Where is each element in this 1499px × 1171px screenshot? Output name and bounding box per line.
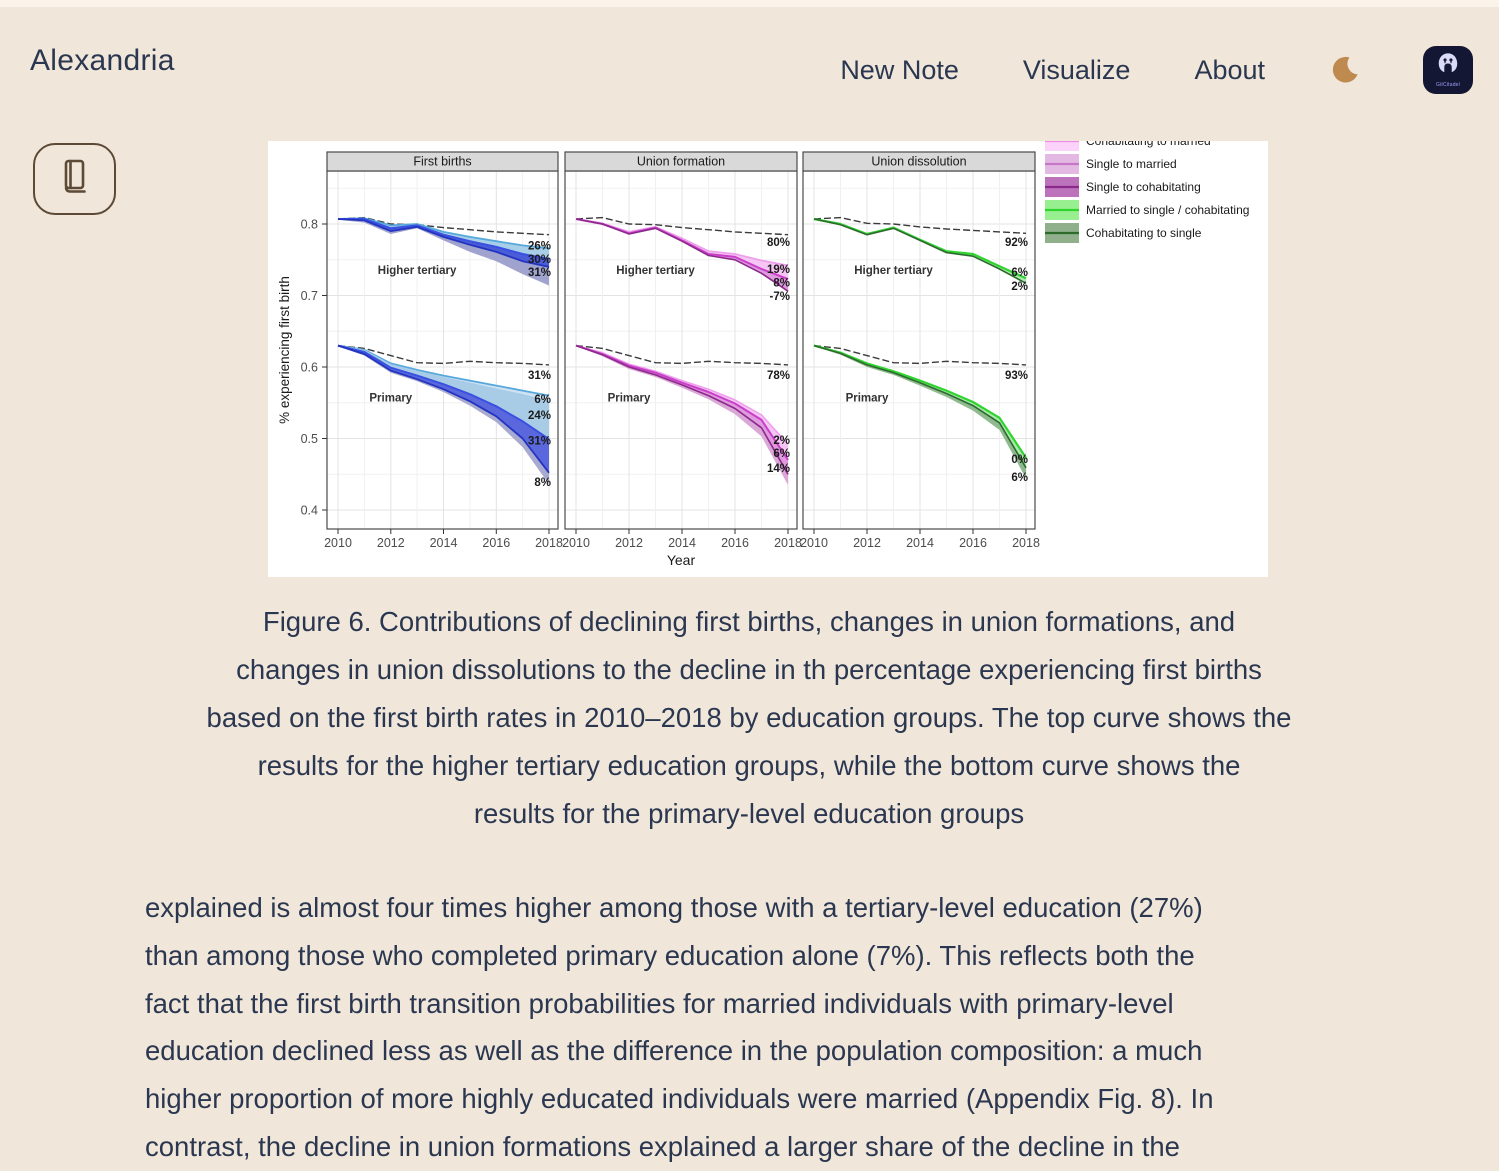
svg-text:78%: 78% [767,370,790,382]
svg-text:Single to cohabitating: Single to cohabitating [1086,180,1201,194]
gitcitadel-helmet-icon [1434,52,1462,81]
svg-text:Cohabitating to married: Cohabitating to married [1086,141,1211,148]
svg-text:Single to married: Single to married [1086,157,1177,171]
figure-panel: 26% 30% 31% Higher tertiary 31% 6% 24% 31% 8% Pri… [268,131,1268,577]
svg-text:2016: 2016 [959,536,987,550]
book-icon [53,156,97,203]
svg-text:31%: 31% [528,267,551,279]
svg-text:Married to single / cohabitati: Married to single / cohabitating [1086,203,1249,217]
svg-text:6%: 6% [1011,472,1028,484]
svg-text:2012: 2012 [377,536,405,550]
svg-text:Higher tertiary: Higher tertiary [378,265,457,277]
top-nav: New Note Visualize About GitCitadel [840,46,1473,94]
top-strip [0,0,1499,7]
svg-text:2010: 2010 [800,536,828,550]
svg-text:2010: 2010 [324,536,352,550]
svg-text:Cohabitating to single: Cohabitating to single [1086,226,1202,240]
svg-text:2014: 2014 [668,536,696,550]
chart-canvas: 26% 30% 31% Higher tertiary 31% 6% 24% 31% 8% Pri… [268,131,1268,582]
svg-text:0.6: 0.6 [301,361,318,375]
svg-text:31%: 31% [528,370,551,382]
nav-about[interactable]: About [1194,54,1265,85]
svg-text:Primary: Primary [608,393,651,405]
svg-text:2012: 2012 [615,536,643,550]
svg-text:93%: 93% [1005,370,1028,382]
svg-text:8%: 8% [773,278,790,290]
svg-text:Higher tertiary: Higher tertiary [616,265,695,277]
gitcitadel-logo[interactable]: GitCitadel [1423,46,1473,94]
gitcitadel-logo-label: GitCitadel [1436,82,1460,88]
svg-text:Primary: Primary [369,393,412,405]
svg-text:Primary: Primary [846,393,889,405]
article-paragraph: explained is almost four times higher am… [145,892,1214,1162]
svg-text:First births: First births [413,155,471,169]
svg-text:14%: 14% [767,463,790,475]
app-title[interactable]: Alexandria [30,44,175,77]
svg-text:0.7: 0.7 [301,289,318,303]
svg-text:2016: 2016 [482,536,510,550]
svg-text:2018: 2018 [774,536,802,550]
theme-toggle-button[interactable] [1329,55,1359,85]
svg-text:0%: 0% [1011,454,1028,466]
svg-text:Higher tertiary: Higher tertiary [854,265,933,277]
svg-text:Union formation: Union formation [637,155,725,169]
svg-text:% experiencing first birth: % experiencing first birth [277,276,292,424]
svg-text:2014: 2014 [430,536,458,550]
svg-text:Union dissolution: Union dissolution [871,155,966,169]
svg-text:2014: 2014 [906,536,934,550]
svg-text:2016: 2016 [721,536,749,550]
svg-text:2%: 2% [1011,281,1028,293]
svg-text:Year: Year [667,552,696,568]
svg-text:0.5: 0.5 [301,432,318,446]
nav-new-note[interactable]: New Note [840,54,959,85]
svg-text:80%: 80% [767,237,790,249]
svg-text:2018: 2018 [1012,536,1040,550]
svg-text:8%: 8% [534,477,551,489]
nav-visualize[interactable]: Visualize [1022,54,1131,85]
svg-text:6%: 6% [1011,267,1028,279]
moon-icon [1329,56,1359,88]
reader-mode-button[interactable] [33,143,116,215]
svg-text:26%: 26% [528,240,551,252]
svg-text:2010: 2010 [562,536,590,550]
svg-text:2012: 2012 [853,536,881,550]
svg-text:0.4: 0.4 [301,504,318,518]
svg-text:30%: 30% [528,254,551,266]
svg-text:2%: 2% [773,435,790,447]
svg-text:19%: 19% [767,264,790,276]
svg-text:24%: 24% [528,410,551,422]
svg-text:31%: 31% [528,436,551,448]
svg-text:6%: 6% [534,394,551,406]
figure-caption: Figure 6. Contributions of declining fir… [206,606,1292,829]
svg-text:-7%: -7% [770,291,790,303]
svg-text:0.8: 0.8 [301,218,318,232]
svg-text:92%: 92% [1005,237,1028,249]
svg-text:6%: 6% [773,448,790,460]
svg-text:2018: 2018 [535,536,563,550]
